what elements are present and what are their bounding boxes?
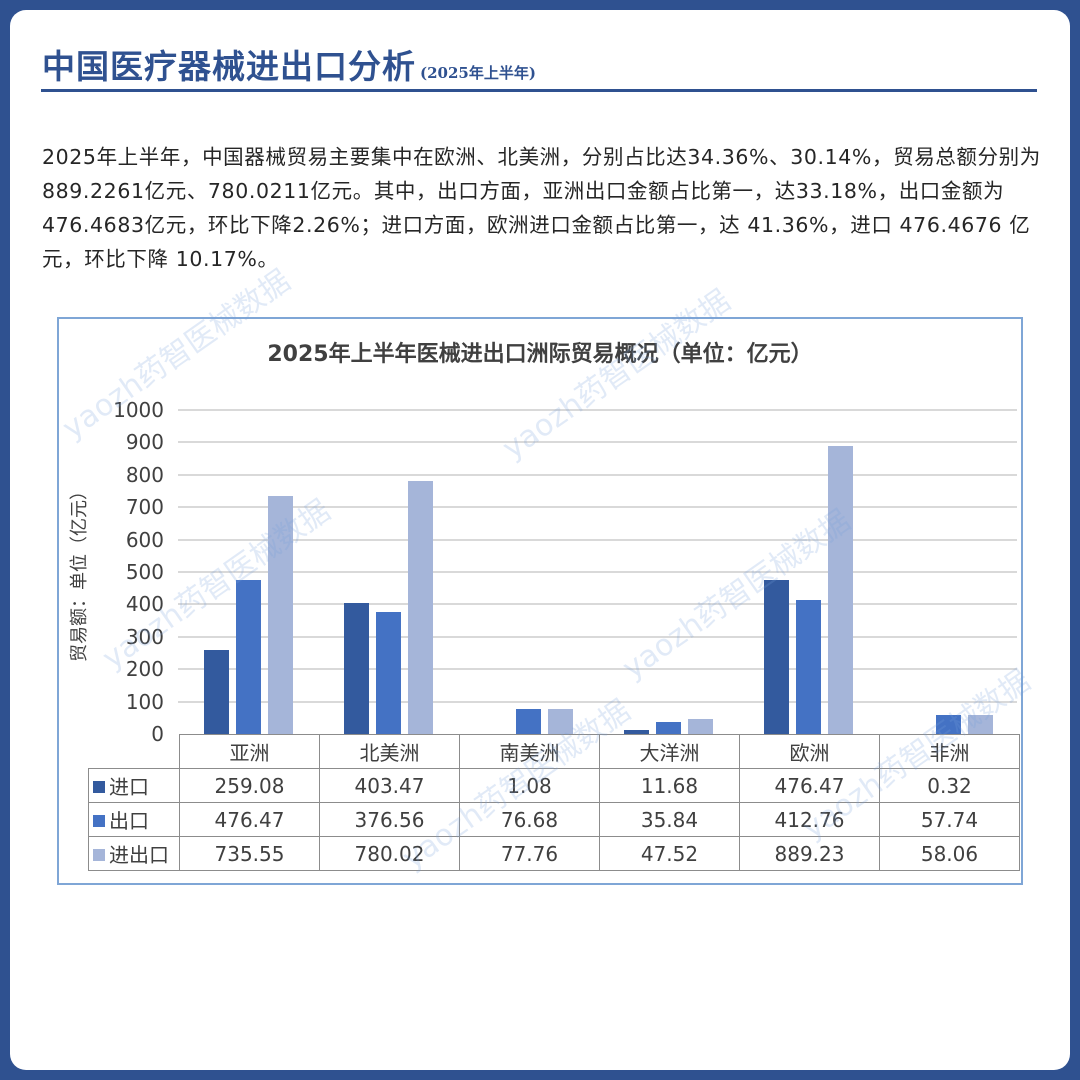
y-tick-label: 200 [125, 657, 164, 682]
data-table: 亚洲 北美洲 南美洲 大洋洲 欧洲 非洲 进口 259.08 403.47 1.… [88, 734, 1020, 871]
page-title: 中国医疗器械进出口分析 (2025年上半年) [42, 40, 536, 90]
table-cell: 35.84 [599, 802, 740, 837]
bar-export [655, 722, 681, 734]
legend-swatch-total-icon [93, 849, 105, 861]
table-cell: 259.08 [179, 768, 320, 803]
bar-export [935, 715, 961, 734]
bar-import [203, 650, 229, 734]
table-cell: 780.02 [319, 836, 460, 871]
legend-total: 进出口 [88, 836, 180, 871]
legend-export: 出口 [88, 802, 180, 837]
gridline [178, 603, 1017, 606]
bar-export [235, 579, 261, 734]
y-tick-label: 500 [125, 560, 164, 584]
intro-paragraph: 2025年上半年，中国器械贸易主要集中在欧洲、北美洲，分别占比达34.36%、3… [42, 145, 1041, 271]
bar-export [795, 600, 821, 734]
gridline [178, 409, 1017, 411]
y-tick-label: 800 [125, 462, 164, 487]
y-tick-label: 100 [125, 689, 164, 714]
bar-export [515, 709, 541, 734]
table-cell: 58.06 [879, 836, 1020, 871]
table-cell: 47.52 [599, 836, 740, 871]
table-cell: 476.47 [179, 802, 320, 837]
legend-swatch-export-icon [93, 815, 105, 827]
table-cell: 11.68 [599, 768, 740, 803]
y-tick-label: 700 [125, 495, 164, 520]
table-header-cell: 南美洲 [459, 734, 600, 769]
legend-label: 出口 [109, 809, 149, 833]
table-header-cell: 大洋洲 [599, 734, 740, 769]
table-cell: 77.76 [459, 836, 600, 871]
page-title-period: (2025年上半年) [420, 64, 536, 82]
table-cell: 0.32 [879, 768, 1020, 803]
gridline [178, 506, 1017, 509]
gridline [178, 571, 1017, 573]
table-header-cell: 非洲 [879, 734, 1020, 769]
title-divider [41, 89, 1037, 92]
bar-total [827, 445, 853, 734]
gridline [178, 441, 1017, 444]
table-row-import: 进口 259.08 403.47 1.08 11.68 476.47 0.32 [88, 768, 1020, 803]
bar-total [407, 481, 433, 734]
bar-import [343, 603, 369, 734]
table-row-total: 进出口 735.55 780.02 77.76 47.52 889.23 58.… [88, 836, 1020, 871]
y-tick-label: 300 [125, 624, 164, 649]
gridline [178, 700, 1017, 703]
gridline [178, 635, 1017, 638]
gridline [178, 538, 1017, 541]
table-cell: 889.23 [739, 836, 880, 871]
y-tick-label: 600 [125, 527, 164, 552]
table-cell: 76.68 [459, 802, 600, 837]
y-axis-label: 贸易额：单位（亿元） [69, 482, 90, 662]
table-row-export: 出口 476.47 376.56 76.68 35.84 412.76 57.7… [88, 802, 1020, 837]
legend-swatch-import-icon [93, 781, 105, 793]
table-corner [88, 734, 180, 769]
table-cell: 1.08 [459, 768, 600, 803]
bar-total [547, 708, 573, 734]
table-cell: 57.74 [879, 802, 1020, 837]
legend-label: 进出口 [109, 843, 169, 867]
bar-import [623, 730, 649, 734]
bar-total [967, 715, 993, 734]
table-cell: 376.56 [319, 802, 460, 837]
page-title-main: 中国医疗器械进出口分析 [42, 47, 416, 86]
table-cell: 735.55 [179, 836, 320, 871]
chart-title: 2025年上半年医械进出口洲际贸易概况（单位：亿元） [267, 342, 813, 367]
bar-total [687, 718, 713, 734]
gridline [178, 668, 1017, 671]
table-cell: 412.76 [739, 802, 880, 837]
table-header-cell: 亚洲 [179, 734, 320, 769]
bar-import [763, 579, 789, 734]
legend-label: 进口 [109, 775, 149, 799]
y-tick-label: 400 [125, 592, 164, 617]
bar-export [375, 611, 401, 734]
table-header-cell: 北美洲 [319, 734, 460, 769]
y-tick-label: 900 [125, 430, 164, 455]
legend-import: 进口 [88, 768, 180, 803]
y-tick-label: 1000 [113, 398, 164, 422]
table-cell: 476.47 [739, 768, 880, 803]
table-header-cell: 欧洲 [739, 734, 880, 769]
bar-total [267, 495, 293, 734]
gridline [178, 473, 1017, 476]
table-cell: 403.47 [319, 768, 460, 803]
table-header-row: 亚洲 北美洲 南美洲 大洋洲 欧洲 非洲 [88, 734, 1020, 769]
